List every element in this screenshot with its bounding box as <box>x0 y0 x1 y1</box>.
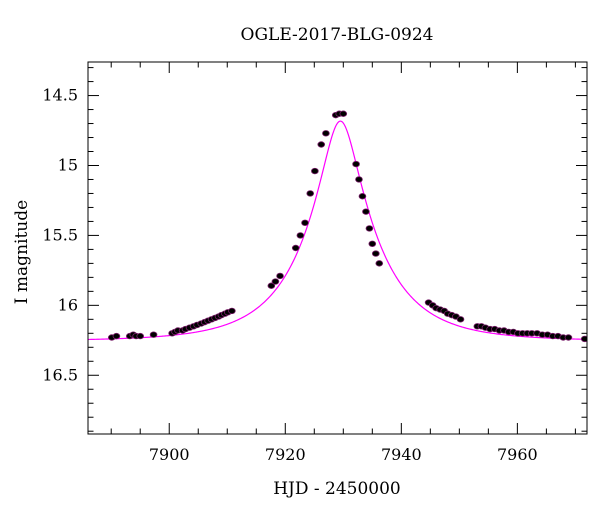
data-point <box>362 208 370 215</box>
x-tick-label: 7900 <box>149 445 190 464</box>
plot-area <box>88 110 587 343</box>
y-tick-label: 16.5 <box>42 365 78 384</box>
data-point <box>228 307 236 315</box>
data-point <box>368 240 377 247</box>
y-axis-label: I magnitude <box>12 200 32 304</box>
data-point <box>276 272 284 280</box>
y-tick-label: 16 <box>58 295 78 314</box>
data-point <box>564 334 573 341</box>
axes: 7900 7920 7940 7960 14.5 15 15.5 16 16.5 <box>42 61 588 464</box>
data-point <box>267 282 276 289</box>
data-point <box>136 332 145 340</box>
data-point <box>365 225 374 232</box>
x-axis-label: HJD - 2450000 <box>273 479 401 499</box>
data-point <box>358 193 367 200</box>
data-point <box>296 232 305 239</box>
data-point <box>339 110 348 117</box>
plot-content <box>88 110 587 343</box>
data-point <box>149 331 158 338</box>
data-point <box>112 332 121 340</box>
data-point <box>291 244 300 252</box>
data-point <box>306 190 315 197</box>
data-point <box>271 278 280 285</box>
y-tick-label: 15 <box>58 155 78 174</box>
chart-title: OGLE-2017-BLG-0924 <box>241 25 434 45</box>
data-point <box>301 219 309 227</box>
x-tick-label: 7920 <box>265 445 306 464</box>
x-tick-label: 7940 <box>381 445 422 464</box>
data-point <box>355 176 363 183</box>
plot-frame <box>87 61 588 435</box>
data-point <box>311 167 319 175</box>
data-point <box>375 260 384 267</box>
data-point <box>317 141 326 148</box>
data-point <box>580 335 587 343</box>
data-point <box>322 130 330 137</box>
y-tick-label: 15.5 <box>42 225 78 244</box>
data-point <box>371 250 380 257</box>
y-tick-label: 14.5 <box>42 86 78 105</box>
model-curve <box>88 120 587 341</box>
x-tick-label: 7960 <box>497 445 538 464</box>
data-point <box>352 160 360 168</box>
data-point <box>456 316 465 323</box>
